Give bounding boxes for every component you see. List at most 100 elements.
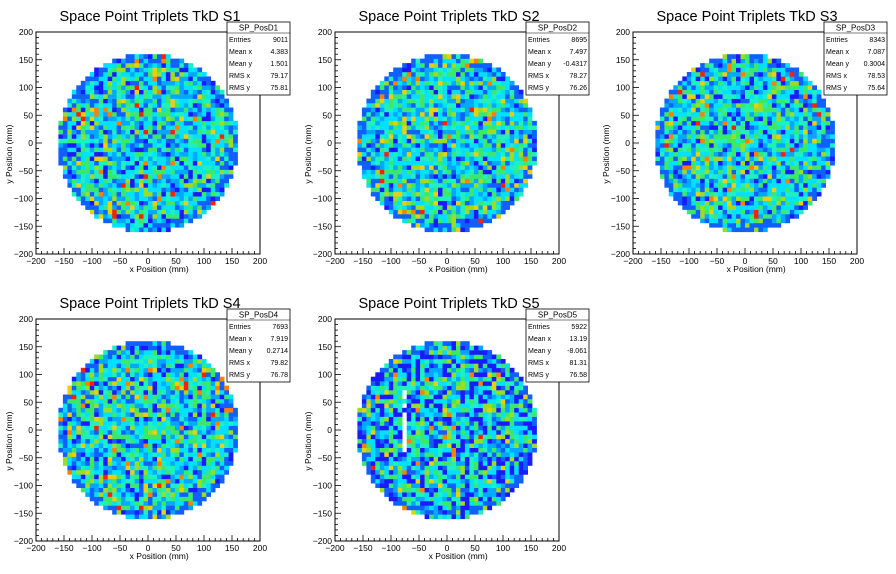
heatmap-bin xyxy=(125,178,131,184)
heatmap-bin xyxy=(704,120,710,126)
heatmap-bin xyxy=(456,165,461,170)
heatmap-bin xyxy=(473,187,479,193)
heatmap-bin xyxy=(224,125,229,130)
heatmap-bin xyxy=(659,156,665,161)
heatmap-bin xyxy=(98,430,104,435)
heatmap-bin xyxy=(682,107,688,113)
heatmap-bin xyxy=(727,85,732,90)
heatmap-bin xyxy=(139,390,144,395)
heatmap-bin xyxy=(745,120,750,126)
heatmap-bin xyxy=(89,465,95,471)
heatmap-bin xyxy=(518,191,524,197)
heatmap-bin xyxy=(442,209,448,215)
heatmap-bin xyxy=(785,151,791,157)
heatmap-bin xyxy=(736,227,741,233)
heatmap-bin xyxy=(125,354,131,360)
heatmap-bin xyxy=(713,214,719,219)
heatmap-bin xyxy=(469,89,475,95)
heatmap-bin xyxy=(794,120,800,126)
heatmap-bin xyxy=(379,120,385,126)
heatmap-bin xyxy=(112,67,117,73)
heatmap-bin xyxy=(749,54,755,59)
heatmap-bin xyxy=(80,138,86,144)
heatmap-bin xyxy=(749,205,755,210)
heatmap-bin xyxy=(370,183,376,188)
heatmap-bin xyxy=(143,421,149,426)
heatmap-bin xyxy=(379,85,385,90)
heatmap-bin xyxy=(148,434,153,440)
heatmap-bin xyxy=(107,376,113,382)
heatmap-bin xyxy=(460,205,466,210)
heatmap-bin xyxy=(366,116,372,122)
heatmap-bin xyxy=(219,169,225,175)
heatmap-bin xyxy=(197,191,203,197)
heatmap-bin xyxy=(143,111,149,117)
heatmap-bin xyxy=(125,125,131,130)
heatmap-bin xyxy=(197,138,203,144)
heatmap-bin xyxy=(71,376,77,382)
heatmap-bin xyxy=(722,147,728,153)
heatmap-bin xyxy=(482,107,488,113)
heatmap-bin xyxy=(682,165,688,170)
heatmap-bin xyxy=(496,138,502,144)
heatmap-bin xyxy=(94,407,99,413)
heatmap-bin xyxy=(469,160,475,166)
heatmap-bin xyxy=(433,200,439,206)
heatmap-bin xyxy=(116,174,122,179)
heatmap-bin xyxy=(754,156,759,161)
heatmap-bin xyxy=(148,94,153,99)
heatmap-bin xyxy=(695,178,701,184)
heatmap-bin xyxy=(152,394,158,400)
heatmap-bin xyxy=(393,129,398,135)
heatmap-bin xyxy=(139,447,144,453)
heatmap-bin xyxy=(776,178,782,184)
heatmap-bin xyxy=(460,120,466,126)
heatmap-bin xyxy=(704,107,710,113)
heatmap-bin xyxy=(183,107,189,113)
heatmap-bin xyxy=(727,165,732,170)
heatmap-bin xyxy=(130,160,135,166)
heatmap-bin xyxy=(491,94,497,99)
heatmap-bin xyxy=(518,151,524,157)
heatmap-bin xyxy=(179,129,185,135)
heatmap-bin xyxy=(139,151,144,157)
heatmap-bin xyxy=(161,196,167,201)
heatmap-bin xyxy=(103,434,108,440)
heatmap-bin xyxy=(80,187,86,193)
heatmap-bin xyxy=(157,359,162,364)
heatmap-bin xyxy=(98,98,104,104)
heatmap-bin xyxy=(94,209,99,215)
heatmap-bin xyxy=(794,94,800,99)
heatmap-bin xyxy=(677,147,683,153)
heatmap-bin xyxy=(447,156,452,161)
heatmap-bin xyxy=(523,156,528,161)
heatmap-bin xyxy=(677,138,683,144)
heatmap-bin xyxy=(148,85,153,90)
heatmap-bin xyxy=(103,505,108,511)
heatmap-bin xyxy=(143,363,149,369)
heatmap-bin xyxy=(460,129,466,135)
heatmap-bin xyxy=(125,89,131,95)
heatmap-bin xyxy=(130,134,135,139)
heatmap-bin xyxy=(420,174,425,179)
heatmap-bin xyxy=(165,54,171,59)
stats-value: 4.383 xyxy=(270,49,288,56)
heatmap-bin xyxy=(420,125,425,130)
heatmap-bin xyxy=(740,214,746,219)
heatmap-bin xyxy=(152,478,158,484)
heatmap-bin xyxy=(749,147,755,153)
heatmap-bin xyxy=(664,107,670,113)
heatmap-bin xyxy=(718,111,723,117)
heatmap-bin xyxy=(821,116,826,122)
heatmap-bin xyxy=(125,465,131,471)
heatmap-bin xyxy=(174,218,180,224)
heatmap-bin xyxy=(161,443,167,448)
heatmap-bin xyxy=(139,129,144,135)
heatmap-bin xyxy=(143,214,149,219)
heatmap-bin xyxy=(165,174,171,179)
heatmap-bin xyxy=(798,205,804,210)
heatmap-bin xyxy=(776,187,782,193)
heatmap-bin xyxy=(816,187,822,193)
heatmap-bin xyxy=(500,205,506,210)
heatmap-bin xyxy=(143,125,149,130)
